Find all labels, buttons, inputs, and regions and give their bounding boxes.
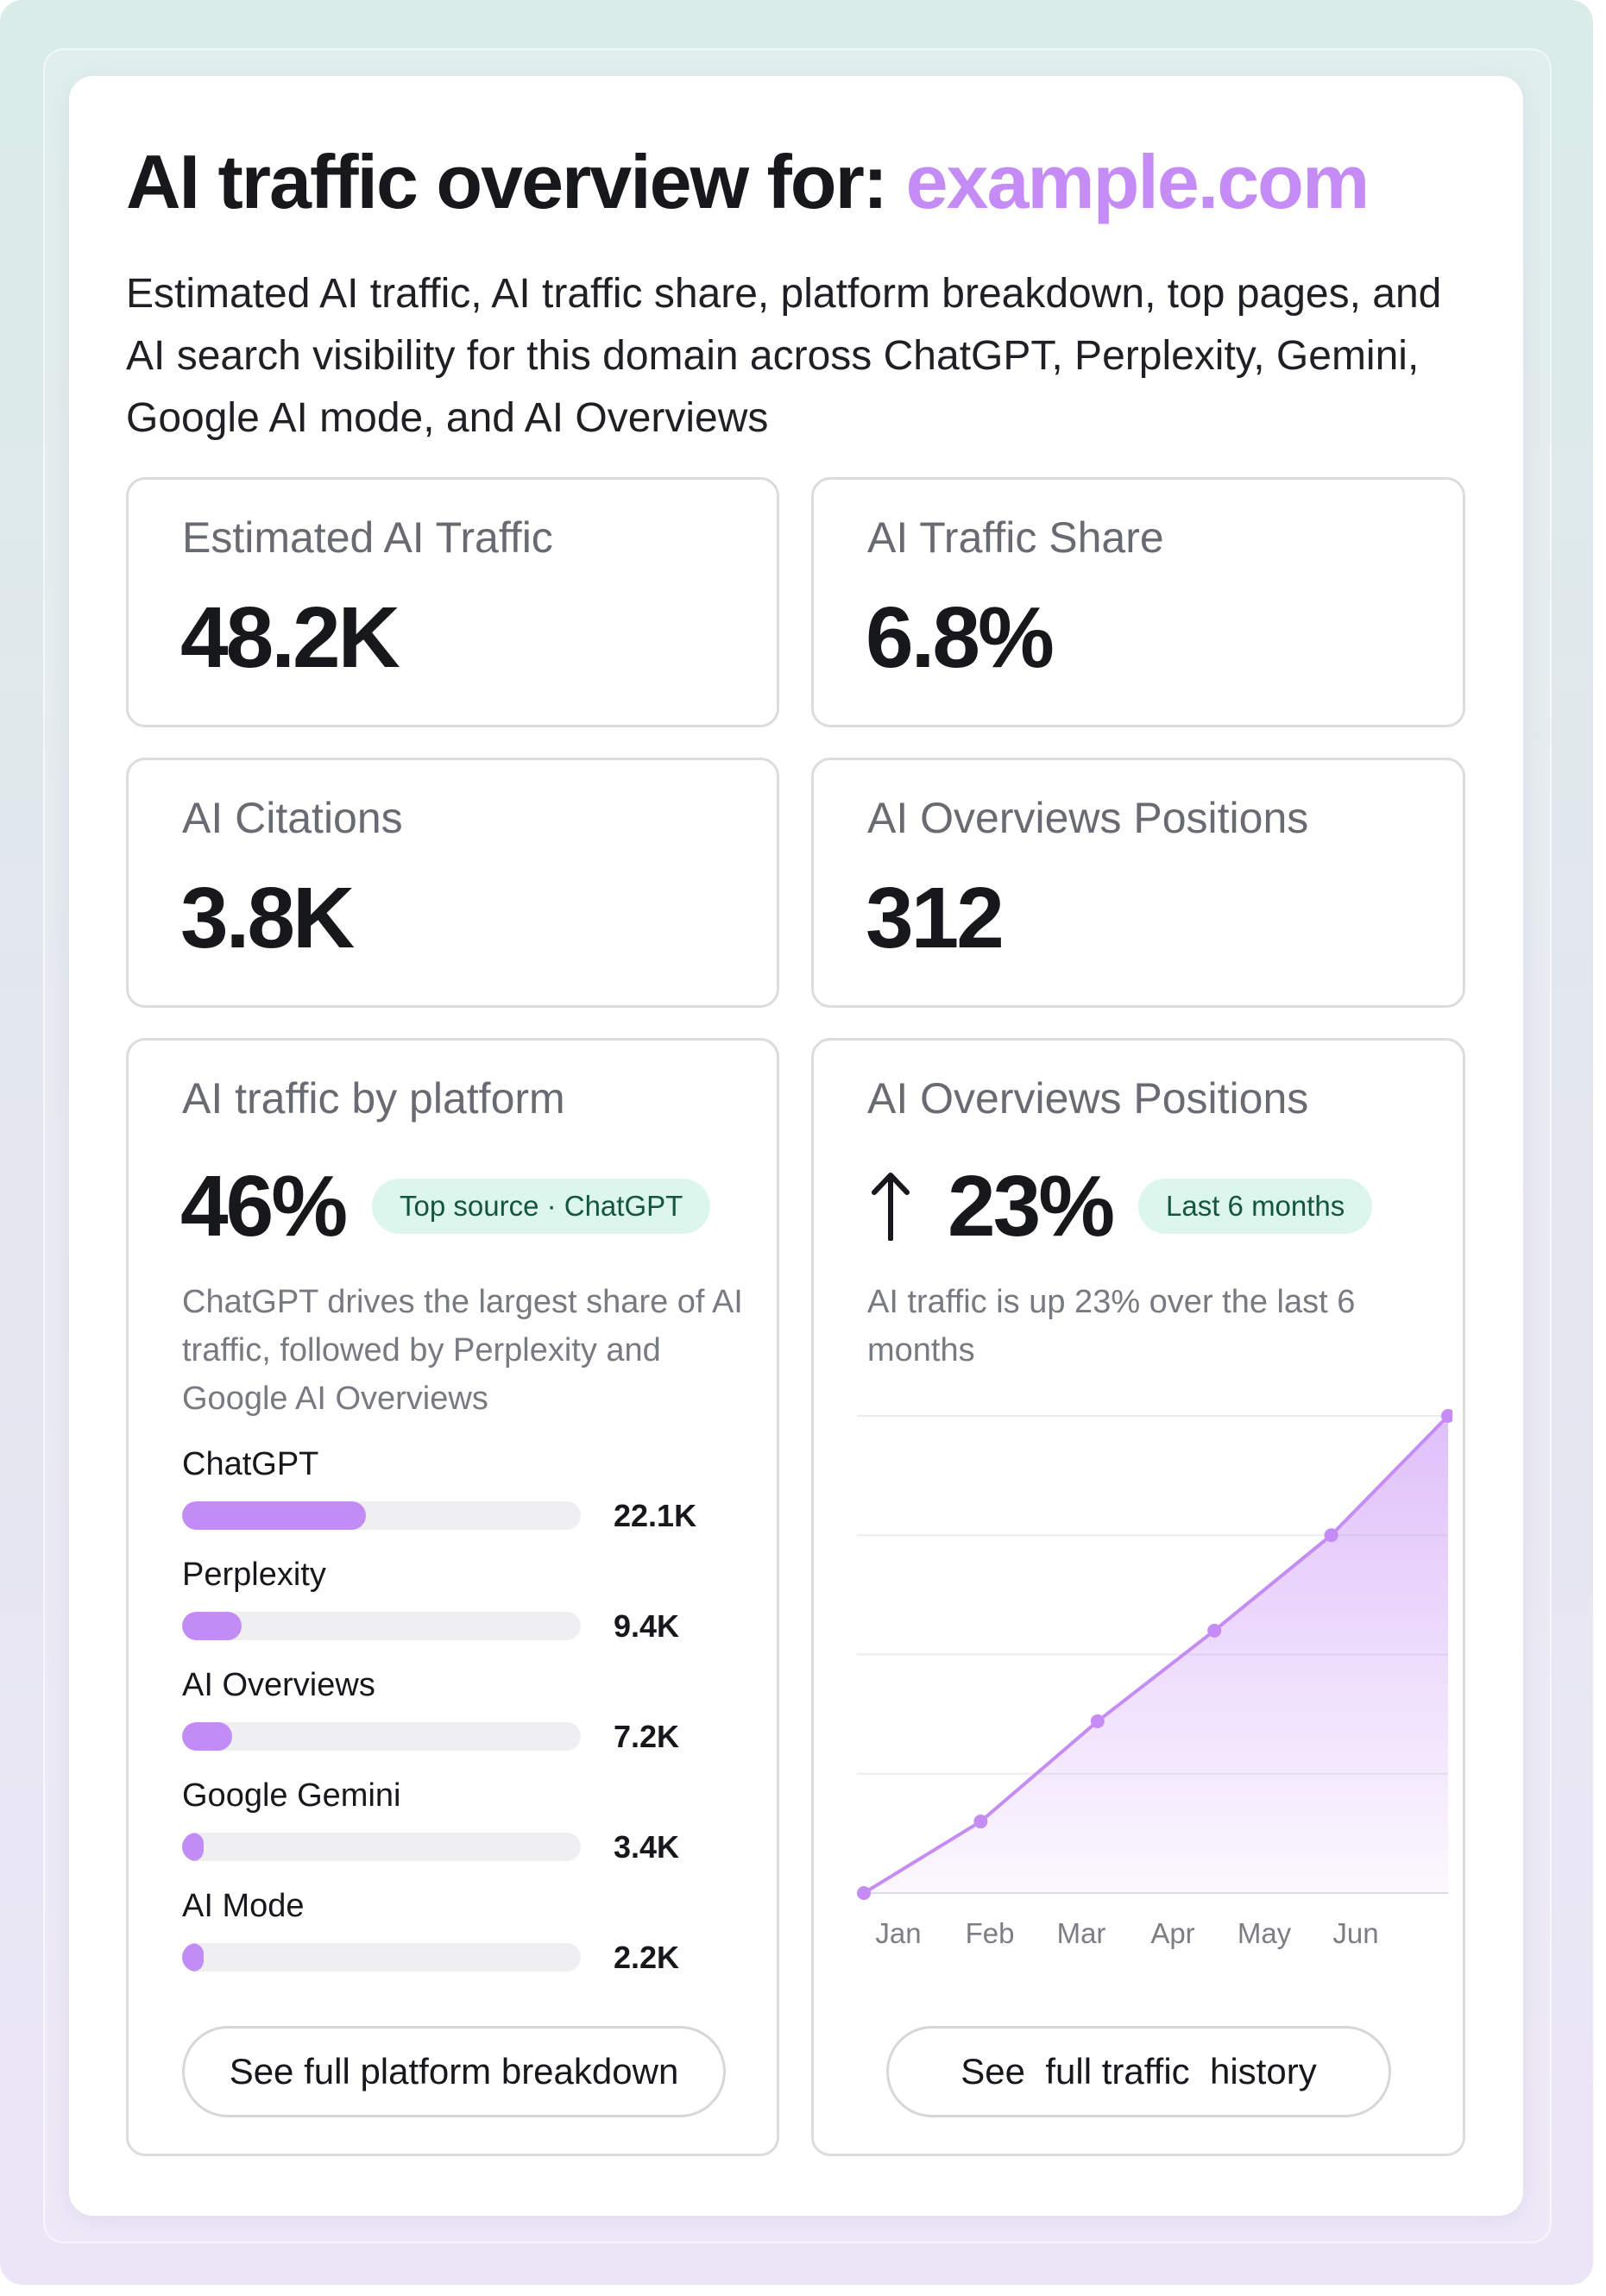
platform-bar-track (182, 1501, 581, 1530)
top-source-badge: Top source · ChatGPT (372, 1179, 711, 1234)
x-tick-label: Feb (966, 1917, 1015, 1949)
stat-value: 3.8K (180, 870, 355, 966)
platform-bar-track (182, 1833, 581, 1861)
stat-card-overviews-positions: AI Overviews Positions 312 (811, 758, 1465, 1008)
domain-link[interactable]: example.com (905, 139, 1370, 224)
platform-bar-track (182, 1612, 581, 1640)
platform-name: ChatGPT (182, 1446, 319, 1482)
platform-bar-fill (182, 1833, 205, 1861)
stat-label: AI Traffic Share (867, 513, 1164, 562)
platform-value: 3.4K (614, 1829, 680, 1865)
traffic-trend-chart: Jan Feb Mar Apr May Jun (857, 1409, 1452, 1949)
platform-bar-fill (182, 1722, 232, 1751)
x-tick-label: Jan (875, 1917, 921, 1949)
trend-card: AI Overviews Positions 23% Last 6 months… (811, 1038, 1465, 2156)
platform-value: 22.1K (614, 1498, 697, 1533)
x-tick-label: Mar (1057, 1917, 1106, 1949)
stat-value: 48.2K (180, 589, 400, 686)
title-prefix: AI traffic overview for: (126, 139, 888, 224)
x-tick-label: Jun (1332, 1917, 1378, 1949)
platform-name: AI Mode (182, 1888, 305, 1924)
stat-label: AI Overviews Positions (867, 794, 1309, 842)
platform-description: ChatGPT drives the largest share of AI t… (182, 1284, 743, 1417)
platform-name: Perplexity (182, 1557, 326, 1593)
platform-bar-fill (182, 1501, 366, 1530)
platform-value: 7.2K (614, 1719, 680, 1754)
trend-card-title: AI Overviews Positions (867, 1074, 1309, 1123)
platform-breakdown-button[interactable]: See full platform breakdown (182, 2026, 726, 2117)
period-badge: Last 6 months (1138, 1179, 1373, 1234)
stat-card-traffic-share: AI Traffic Share 6.8% (811, 477, 1465, 727)
stat-value: 6.8% (866, 589, 1055, 686)
x-tick-label: Apr (1150, 1917, 1194, 1949)
chart-point (1090, 1714, 1105, 1728)
stat-value: 312 (866, 870, 1005, 966)
x-tick-label: May (1238, 1917, 1292, 1949)
stat-label: Estimated AI Traffic (182, 513, 553, 562)
platform-value: 9.4K (614, 1608, 680, 1644)
platform-card: AI traffic by platform 46% Top source · … (126, 1038, 779, 2156)
chart-area (864, 1416, 1448, 1893)
stat-label: AI Citations (182, 794, 403, 842)
page-title: AI traffic overview for: example.com (126, 138, 1370, 225)
platform-value: 2.2K (614, 1940, 680, 1975)
chart-point (1324, 1528, 1338, 1543)
chart-line (862, 1414, 1450, 1895)
platform-bar-fill (182, 1943, 205, 1972)
stat-card-estimated-traffic: Estimated AI Traffic 48.2K (126, 477, 779, 727)
platform-share-value: 46% (180, 1158, 348, 1255)
stat-card-citations: AI Citations 3.8K (126, 758, 779, 1008)
chart-point (1441, 1409, 1452, 1423)
trend-value: 23% (948, 1158, 1115, 1255)
chart-point (1207, 1623, 1222, 1638)
chart-point (973, 1815, 988, 1829)
page-subtitle: Estimated AI traffic, AI traffic share, … (126, 271, 1442, 441)
traffic-history-button[interactable]: See full traffic history (886, 2026, 1391, 2117)
platform-bar-track (182, 1943, 581, 1972)
platform-name: Google Gemini (182, 1777, 401, 1814)
arrow-up-icon (872, 1173, 910, 1241)
platform-name: AI Overviews (182, 1667, 375, 1703)
platform-bar-track (182, 1722, 581, 1751)
chart-point (857, 1886, 871, 1900)
platform-bar-fill (182, 1612, 242, 1640)
platform-card-title: AI traffic by platform (182, 1074, 565, 1123)
trend-description: AI traffic is up 23% over the last 6 mon… (867, 1284, 1356, 1368)
